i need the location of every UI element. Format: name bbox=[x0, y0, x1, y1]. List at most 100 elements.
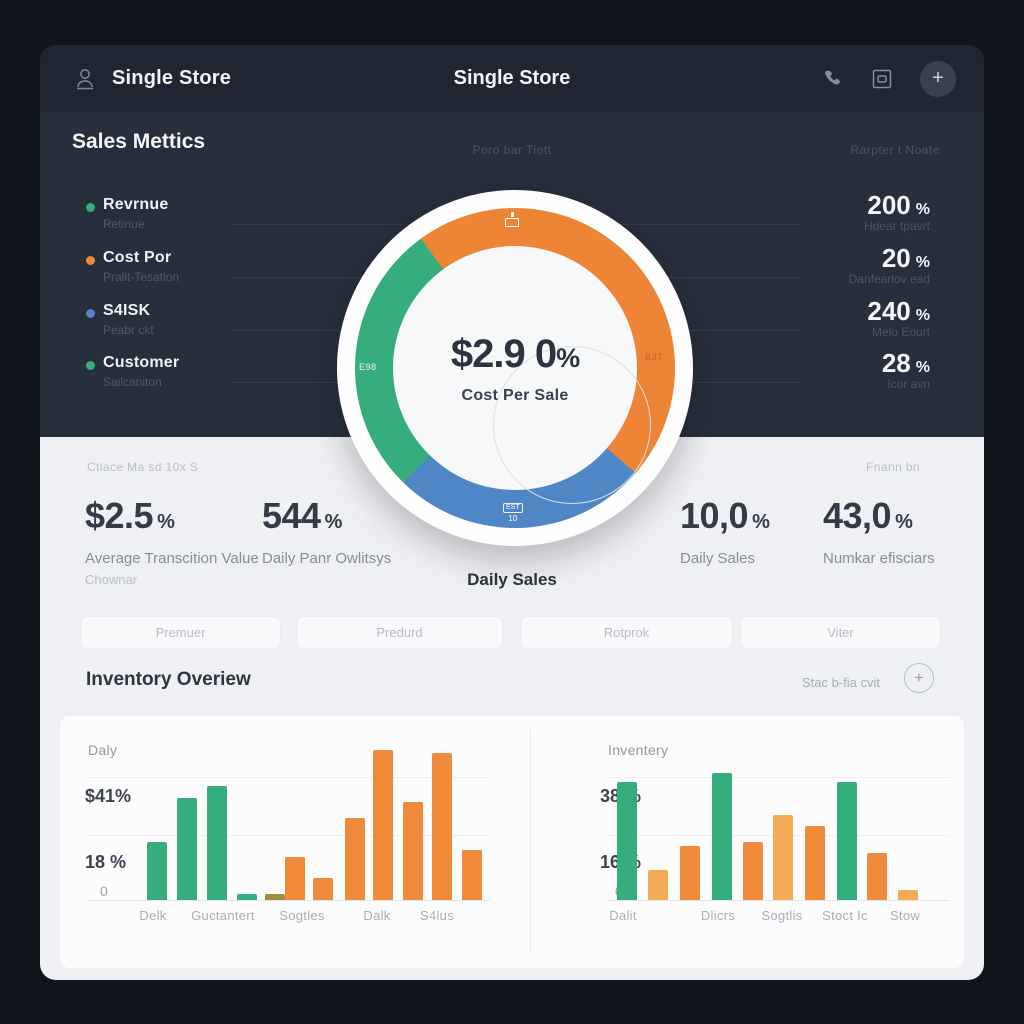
bar bbox=[462, 850, 482, 900]
metric-value-sublabel: Danfearlov ead bbox=[848, 272, 930, 286]
ring-label-left: E98 bbox=[359, 362, 377, 372]
y-tick-label: $41% bbox=[85, 786, 132, 806]
inventory-title: Inventory Overiew bbox=[86, 669, 251, 690]
metric-sublabel: Pralit-Tesation bbox=[103, 270, 180, 284]
metric-dot bbox=[86, 256, 95, 265]
metric-value: 28% bbox=[881, 348, 930, 378]
x-tick-label: Guctantert bbox=[191, 908, 255, 923]
chart-title: Daly bbox=[88, 742, 118, 758]
metric-value-sublabel: Melo Eourt bbox=[871, 325, 930, 339]
bar bbox=[712, 773, 732, 900]
x-tick-label: Dalit bbox=[609, 908, 637, 923]
bar bbox=[867, 853, 887, 900]
stat-label: Numkar efisciars bbox=[823, 550, 935, 567]
metric-sublabel: Sailcaniton bbox=[103, 375, 162, 389]
bar bbox=[373, 750, 393, 900]
stat-label: Average Transcition Value bbox=[85, 550, 259, 567]
bar bbox=[265, 894, 285, 900]
stat-value: 544% bbox=[262, 495, 342, 536]
chart-title: Inventery bbox=[608, 742, 669, 758]
metric-sublabel: Retinue bbox=[103, 217, 145, 231]
gridline bbox=[88, 777, 490, 778]
store-badge-icon bbox=[72, 66, 98, 92]
donut-center-value: $2.9 0% bbox=[450, 331, 580, 376]
stat-label: Daily Sales bbox=[680, 550, 756, 567]
donut-chart: $2.9 0% Cost Per Sale E98 B3T EST 10 bbox=[337, 190, 693, 546]
metric-label: S4ISK bbox=[103, 302, 151, 319]
x-tick-label: S4lus bbox=[419, 908, 455, 923]
phone-icon[interactable] bbox=[822, 68, 844, 90]
stat-block: 43,0% Numkar efisciars bbox=[823, 495, 935, 567]
metric-label: Cost Por bbox=[103, 249, 172, 266]
sales-metrics-center-note: Poro bar Tiott bbox=[472, 143, 552, 157]
donut-inner-circle bbox=[493, 346, 651, 504]
bar bbox=[898, 890, 918, 900]
ring-badge-bottom: EST 10 bbox=[503, 496, 523, 524]
x-tick-label: Stoct Ic bbox=[822, 908, 868, 923]
bar bbox=[617, 782, 637, 900]
header-left-title: Single Store bbox=[112, 67, 232, 89]
x-tick-label: Dlicrs bbox=[700, 908, 736, 923]
donut-hole: $2.9 0% Cost Per Sale bbox=[393, 246, 651, 504]
metric-dot bbox=[86, 361, 95, 370]
bar bbox=[837, 782, 857, 900]
app-header: Single Store Single Store + bbox=[40, 45, 984, 112]
bar bbox=[207, 786, 227, 900]
bar bbox=[177, 798, 197, 900]
metric-label: Revrnue bbox=[103, 196, 169, 213]
sales-metrics-title: Sales Mettics bbox=[72, 130, 206, 153]
bar bbox=[648, 870, 668, 900]
bar bbox=[743, 842, 763, 900]
circle-plus-icon[interactable]: + bbox=[904, 663, 934, 693]
bar bbox=[345, 818, 365, 900]
metric-label: Customer bbox=[103, 354, 180, 371]
charts-panel: Daly $41% 18 % 0 Delk Guctantert Sogtles Dalk S4… bbox=[60, 716, 964, 968]
x-tick-label: Delk bbox=[139, 908, 167, 923]
stat-block: 544% Daily Panr Owlitsys bbox=[262, 495, 391, 567]
filter-button[interactable]: Viter bbox=[740, 616, 941, 649]
bar bbox=[805, 826, 825, 900]
charts-divider bbox=[530, 730, 531, 954]
y-tick-label: 0 bbox=[100, 883, 108, 899]
stat-label: Daily Panr Owlitsys bbox=[262, 550, 392, 567]
filter-button[interactable]: Premuer bbox=[80, 616, 281, 649]
metric-value: 20% bbox=[881, 243, 930, 273]
inventory-action-label: Stac b-fia cvit bbox=[801, 675, 880, 690]
dashboard-card: Single Store Single Store + bbox=[40, 45, 984, 980]
bar bbox=[313, 878, 333, 900]
kiosk-icon[interactable] bbox=[870, 67, 894, 91]
bar bbox=[403, 802, 423, 900]
ring-label-right: B3T bbox=[645, 352, 664, 362]
filter-button[interactable]: Rotprok bbox=[520, 616, 733, 649]
gridline bbox=[608, 777, 950, 778]
donut-center-label: Cost Per Sale bbox=[461, 386, 569, 404]
x-axis bbox=[88, 900, 490, 901]
gridline bbox=[88, 835, 490, 836]
metric-row: S4ISK Peabr ckt 240% Melo Eourt bbox=[72, 296, 930, 352]
bar bbox=[237, 894, 257, 900]
metric-value: 200% bbox=[867, 190, 930, 220]
bar bbox=[432, 753, 452, 900]
summary-left-note: Ctiace Ma sd 10x S bbox=[87, 460, 199, 474]
add-button[interactable]: + bbox=[920, 60, 956, 97]
metric-row: Cost Por Pralit-Tesation 20% Danfearlov ead bbox=[72, 243, 930, 299]
metric-value-sublabel: Icor avn bbox=[887, 377, 930, 391]
summary-right-note: Fnann bn bbox=[866, 460, 920, 474]
mini-crown-icon bbox=[505, 212, 519, 227]
stat-block: 10,0% Daily Sales bbox=[680, 495, 770, 567]
x-tick-label: Sogtles bbox=[279, 908, 325, 923]
sales-metrics-right-note: Rarpter t Noate bbox=[850, 143, 940, 157]
x-axis bbox=[608, 900, 950, 901]
y-tick-label: 18 % bbox=[85, 852, 127, 872]
stat-value: 43,0% bbox=[823, 495, 913, 536]
x-tick-label: Stow bbox=[889, 908, 921, 923]
bar bbox=[680, 846, 700, 900]
stat-sublabel: Chownar bbox=[85, 572, 138, 587]
x-tick-label: Sogtlis bbox=[761, 908, 803, 923]
metric-value: 240% bbox=[867, 296, 930, 326]
filter-button[interactable]: Predurd bbox=[296, 616, 503, 649]
x-tick-label: Dalk bbox=[363, 908, 391, 923]
metric-dot bbox=[86, 203, 95, 212]
donut-caption: Daily Sales bbox=[467, 570, 557, 589]
